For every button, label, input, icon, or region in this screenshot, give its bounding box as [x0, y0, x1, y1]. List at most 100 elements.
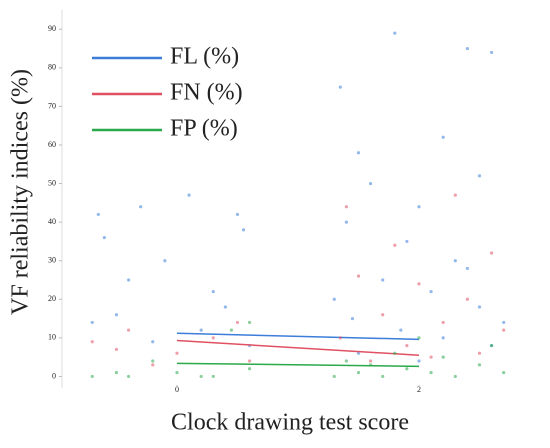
point — [90, 320, 94, 325]
point — [405, 367, 409, 371]
point — [429, 355, 433, 359]
point — [393, 243, 397, 247]
point — [338, 85, 342, 89]
point — [441, 336, 445, 340]
point — [96, 212, 100, 217]
point — [477, 351, 482, 355]
point — [429, 370, 433, 375]
point — [235, 320, 240, 325]
point — [393, 31, 397, 35]
point — [489, 343, 494, 348]
point — [356, 274, 361, 278]
y-tick-label: 40 — [48, 217, 56, 226]
point — [477, 363, 482, 367]
point — [399, 328, 403, 332]
point — [247, 320, 252, 325]
point — [344, 220, 348, 224]
point — [477, 174, 482, 178]
point — [344, 359, 348, 363]
fit-line — [176, 362, 419, 368]
point — [102, 235, 106, 240]
point — [405, 343, 409, 348]
point — [332, 297, 336, 301]
point — [356, 351, 361, 355]
point — [393, 351, 397, 355]
x-axis-label: Clock drawing test score — [171, 410, 409, 436]
point — [344, 205, 348, 209]
point — [441, 320, 445, 325]
y-tick-label: 10 — [48, 333, 56, 342]
y-axis-label: VF reliability indices (%) — [8, 69, 34, 315]
x-tick-label: 2 — [417, 385, 421, 394]
point — [502, 320, 506, 325]
point — [211, 374, 215, 379]
point — [417, 205, 421, 209]
point — [356, 151, 361, 155]
point — [453, 259, 457, 263]
point — [368, 359, 373, 363]
point — [489, 50, 494, 55]
point — [126, 374, 131, 379]
y-tick-label: 60 — [48, 140, 56, 149]
point — [417, 282, 421, 286]
point — [417, 359, 421, 363]
point — [175, 370, 179, 375]
fit-line — [176, 332, 420, 341]
point — [489, 251, 494, 255]
point — [381, 313, 385, 317]
x-tick-label: 0 — [175, 385, 179, 394]
point — [477, 305, 482, 309]
y-tick-label: 50 — [48, 178, 56, 187]
point — [151, 359, 155, 363]
point — [187, 193, 191, 197]
y-tick-label: 0 — [52, 371, 56, 380]
point — [114, 313, 119, 317]
y-tick-label: 30 — [48, 256, 56, 265]
point — [199, 374, 203, 379]
point — [465, 46, 469, 51]
y-tick-label: 80 — [48, 63, 56, 72]
point — [223, 305, 227, 309]
point — [381, 278, 385, 282]
point — [417, 336, 421, 340]
point — [235, 212, 240, 217]
point — [441, 135, 445, 139]
point — [465, 266, 469, 271]
y-tick-label: 90 — [48, 24, 56, 33]
point — [151, 363, 155, 367]
point — [453, 193, 457, 197]
point — [441, 355, 445, 359]
point — [211, 336, 215, 340]
point — [381, 374, 385, 379]
point — [465, 297, 469, 301]
point — [247, 367, 252, 371]
point — [453, 374, 457, 379]
point — [368, 181, 373, 186]
point — [405, 239, 409, 244]
point — [338, 336, 342, 340]
point — [229, 328, 234, 332]
y-tick-label: 20 — [48, 294, 56, 303]
y-tick-label: 70 — [48, 101, 56, 110]
legend-label: FP (%) — [170, 116, 238, 142]
point — [126, 328, 131, 332]
point — [356, 370, 361, 375]
legend-label: FN (%) — [170, 80, 243, 106]
point — [114, 370, 119, 375]
point — [502, 370, 506, 375]
fit-line — [176, 339, 420, 356]
point — [211, 289, 215, 294]
point — [241, 228, 246, 232]
point — [151, 340, 155, 344]
point — [139, 205, 143, 209]
point — [247, 359, 252, 363]
point — [126, 278, 131, 282]
point — [114, 347, 119, 352]
point — [350, 316, 355, 321]
point — [90, 374, 94, 379]
point — [175, 351, 179, 355]
point — [429, 289, 433, 294]
point — [502, 328, 506, 332]
point — [90, 340, 94, 344]
